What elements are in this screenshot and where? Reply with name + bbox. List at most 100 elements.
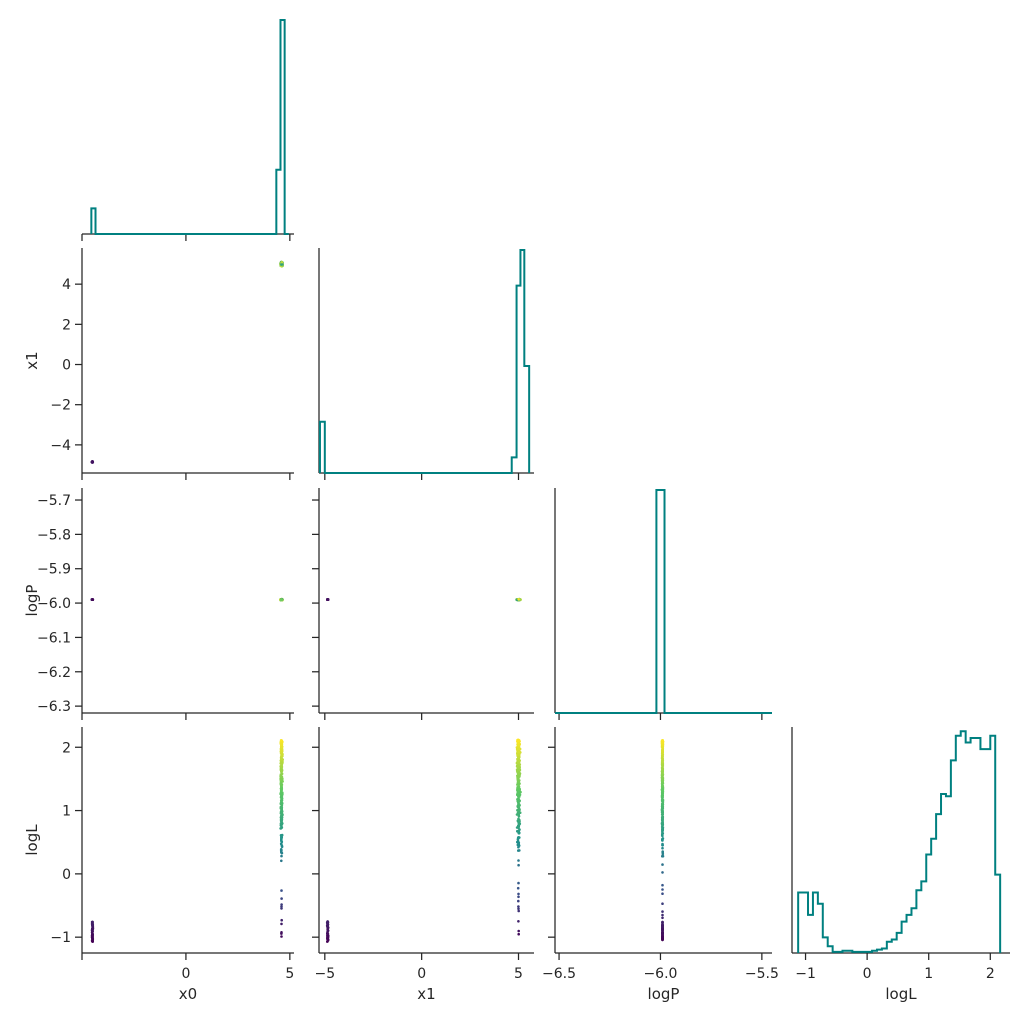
scatter-point-x1-logP — [517, 598, 520, 601]
scatter-point-x1-logL — [517, 895, 520, 899]
scatter-point-x1-logL — [517, 881, 520, 885]
scatter-point-x1-logL — [517, 845, 520, 849]
y-axis-label-logL: logL — [23, 824, 41, 856]
panel-x0-logP: −5.7 −5.8 −5.9 −6.0 −6.1 −6.2 −6.3 — [37, 488, 294, 720]
scatter-point-x1-logL — [518, 818, 521, 822]
scatter-point-x0-logL — [280, 792, 284, 796]
scatter-point-x0-logL — [279, 811, 283, 815]
scatter-point-x0-x1 — [280, 261, 283, 264]
x-tick-label: 5 — [514, 966, 523, 982]
scatter-point-logP-logL — [661, 788, 664, 791]
scatter-point-logP-logL — [660, 813, 664, 816]
scatter-point-x1-logL — [516, 769, 519, 772]
scatter-point-x0-logL — [280, 778, 283, 781]
y-tick-label: −5.8 — [37, 527, 71, 543]
scatter-point-x1-logL — [517, 843, 520, 846]
scatter-point-logP-logL — [661, 784, 664, 788]
scatter-point-x1-logL — [326, 929, 330, 932]
scatter-point-logP-logL — [661, 937, 664, 941]
scatter-point-logP-logL — [661, 827, 664, 831]
scatter-point-x0-logL — [281, 780, 284, 783]
scatter-point-x0-logL — [280, 822, 284, 825]
scatter-point-logP-logL — [661, 910, 664, 913]
scatter-point-logP-logL — [660, 798, 664, 801]
panel-x1-logP — [312, 488, 534, 720]
scatter-point-x1-logL — [517, 747, 521, 751]
y-tick-label: −2 — [50, 398, 71, 414]
scatter-point-x0-logL — [280, 809, 283, 812]
y-tick-label: 2 — [62, 317, 71, 333]
scatter-point-logP-logL — [661, 770, 664, 774]
scatter-point-logP-logL — [660, 739, 664, 742]
x-tick-label: −5 — [314, 966, 335, 982]
scatter-point-x0-x1 — [280, 263, 284, 266]
scatter-point-x0-logL — [280, 903, 283, 906]
scatter-point-x0-x1 — [91, 460, 94, 464]
y-tick-label: −5.9 — [37, 562, 71, 578]
scatter-point-logP-logL — [661, 854, 664, 858]
scatter-point-x1-logL — [517, 797, 520, 801]
scatter-point-logP-logL — [661, 792, 664, 796]
x-axis-label-logP: logP — [648, 985, 680, 1003]
scatter-point-x0-logL — [280, 845, 284, 849]
y-tick-label: −6.3 — [37, 699, 71, 715]
histogram-logL — [797, 730, 1002, 953]
scatter-point-x1-logL — [517, 929, 520, 933]
scatter-point-logP-logL — [661, 837, 664, 841]
x-tick-label: −1 — [795, 966, 816, 982]
scatter-point-x0-logL — [280, 889, 283, 892]
x-tick-label: 0 — [181, 966, 190, 982]
histogram-x1 — [318, 249, 531, 474]
scatter-point-x0-logL — [280, 918, 284, 922]
scatter-point-x0-logL — [280, 826, 284, 829]
scatter-point-x1-logL — [517, 811, 521, 814]
scatter-point-x1-logL — [517, 815, 521, 818]
scatter-point-x1-logL — [326, 932, 329, 935]
scatter-point-logP-logL — [661, 863, 664, 866]
scatter-point-x0-logP — [91, 598, 95, 601]
y-tick-label: −6.0 — [37, 596, 71, 612]
scatter-point-x0-logL — [280, 907, 283, 910]
scatter-point-x0-logL — [279, 775, 283, 778]
scatter-point-logP-logL — [661, 883, 664, 887]
scatter-point-logP-logL — [661, 924, 664, 928]
scatter-point-x0-logL — [91, 923, 94, 926]
scatter-point-x1-logL — [517, 756, 520, 759]
scatter-point-x0-logL — [280, 799, 283, 803]
scatter-point-x1-logL — [516, 780, 520, 783]
scatter-point-x1-logL — [517, 822, 521, 825]
scatter-points — [90, 260, 665, 943]
y-tick-label: −6.1 — [37, 630, 71, 646]
panel-logL-logL: −1 0 1 2 — [791, 727, 1010, 982]
scatter-point-logP-logL — [661, 920, 664, 924]
scatter-point-x1-logL — [517, 760, 520, 764]
scatter-point-x1-logL — [517, 830, 520, 834]
scatter-point-x0-logL — [280, 839, 283, 843]
y-tick-label: −6.2 — [37, 665, 71, 681]
scatter-point-logP-logL — [660, 821, 664, 825]
scatter-point-x1-logL — [517, 892, 520, 896]
scatter-point-logP-logL — [661, 871, 664, 874]
scatter-point-x1-logL — [326, 921, 330, 924]
scatter-point-logP-logL — [661, 749, 664, 753]
scatter-point-x0-logL — [280, 819, 283, 823]
scatter-point-x1-logL — [517, 750, 521, 754]
scatter-point-logP-logL — [661, 805, 665, 808]
scatter-point-x1-logL — [517, 765, 520, 769]
scatter-point-x0-logL — [280, 788, 283, 791]
scatter-point-x0-logL — [280, 764, 284, 768]
scatter-point-x0-logL — [280, 905, 283, 908]
scatter-point-x0-logL — [280, 816, 283, 820]
scatter-point-x1-logL — [516, 753, 520, 756]
scatter-point-x0-logL — [280, 769, 283, 772]
scatter-point-x1-logL — [517, 795, 520, 798]
scatter-point-logP-logL — [661, 759, 664, 763]
scatter-point-x1-logL — [516, 776, 519, 779]
scatter-point-x1-logL — [517, 899, 520, 903]
scatter-point-logP-logL — [661, 830, 664, 834]
panel-x0-x0 — [81, 233, 294, 241]
scatter-point-x1-logL — [517, 932, 520, 936]
scatter-point-x1-logL — [517, 859, 520, 862]
scatter-point-x0-logL — [280, 762, 283, 766]
